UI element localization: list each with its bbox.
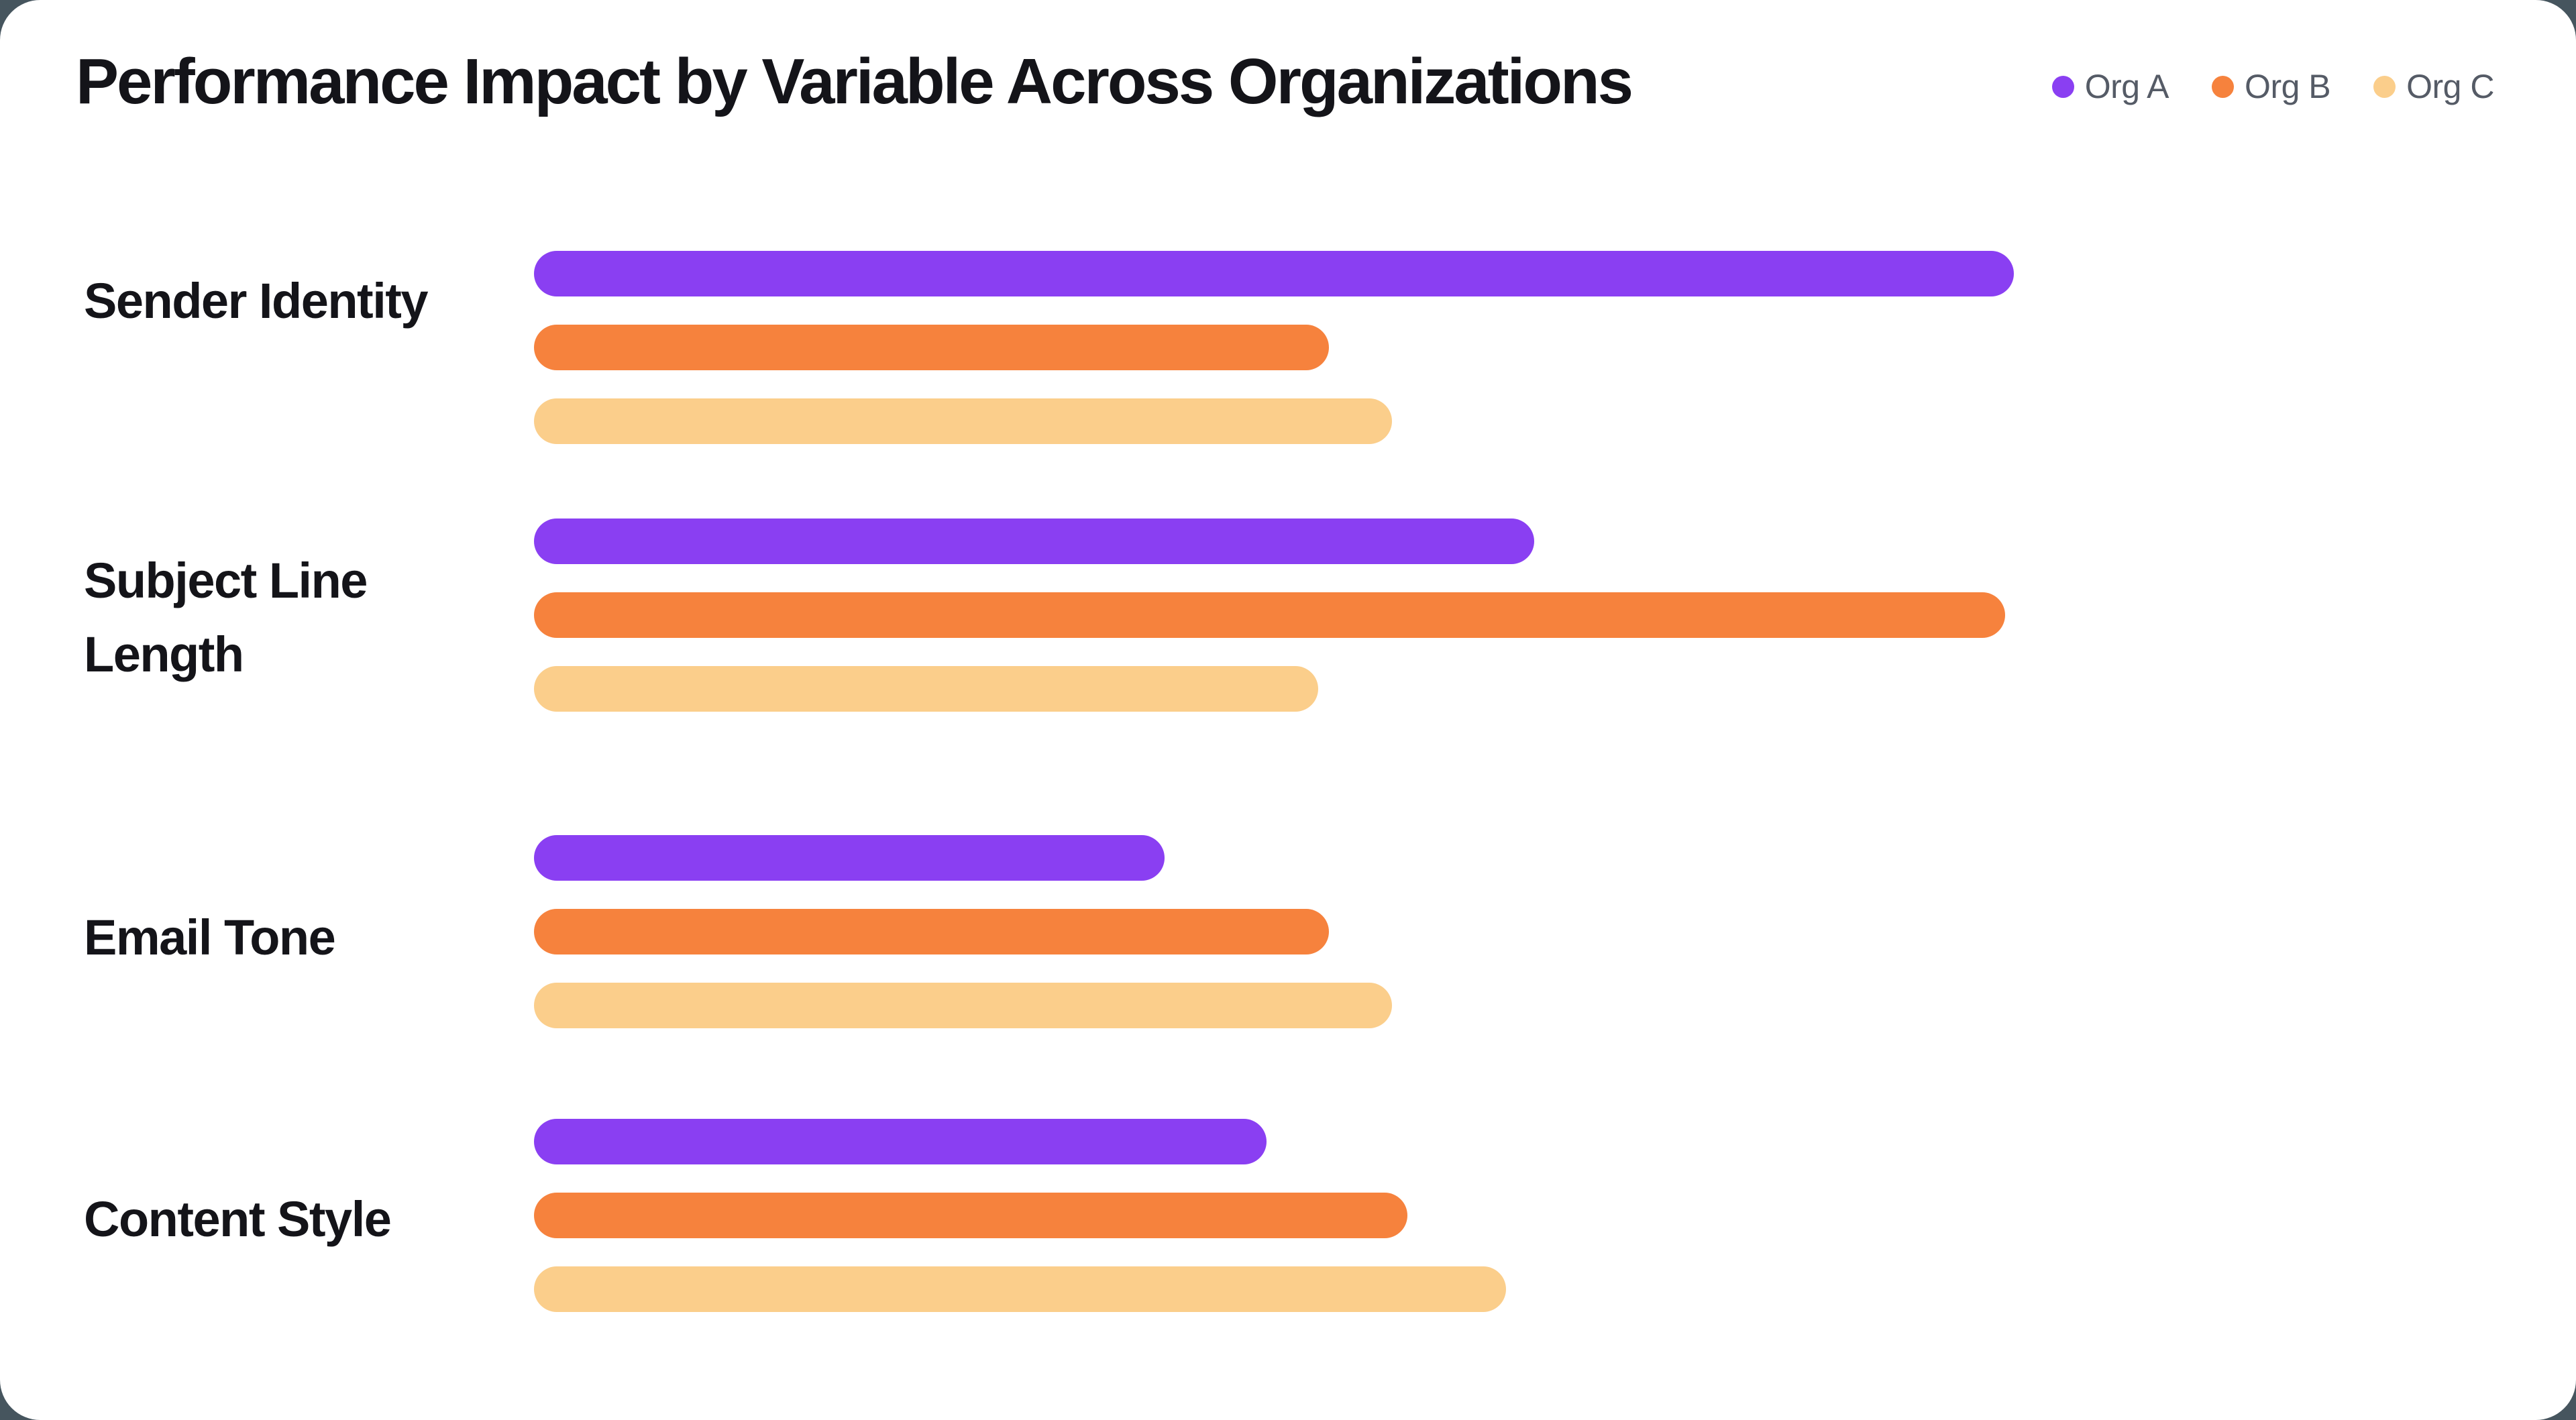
category-label-subject-line-length: Subject Line Length xyxy=(84,553,368,682)
bar-group-content-style xyxy=(534,1119,1507,1312)
category-label-sender-identity: Sender Identity xyxy=(84,273,429,329)
bar-subject-line-length-org-a xyxy=(534,518,1535,564)
legend-dot-org-a-icon xyxy=(2051,75,2074,98)
bar-content-style-org-c xyxy=(534,1266,1507,1312)
bar-group-subject-line-length xyxy=(534,518,2005,712)
bar-sender-identity-org-c xyxy=(534,398,1393,444)
legend-item-org-c[interactable]: Org C xyxy=(2373,67,2494,106)
bar-email-tone-org-a xyxy=(534,835,1165,881)
bar-group-email-tone xyxy=(534,835,1393,1028)
bar-email-tone-org-b xyxy=(534,909,1329,954)
bar-sender-identity-org-b xyxy=(534,325,1329,370)
legend-dot-org-b-icon xyxy=(2212,75,2235,98)
legend-label-org-b: Org B xyxy=(2245,68,2331,105)
chart-title: Performance Impact by Variable Across Or… xyxy=(76,46,1633,117)
category-label-content-style: Content Style xyxy=(84,1191,392,1247)
legend-dot-org-c-icon xyxy=(2373,75,2396,98)
legend-item-org-a[interactable]: Org A xyxy=(2051,67,2169,106)
legend-item-org-b[interactable]: Org B xyxy=(2212,67,2331,106)
bar-subject-line-length-org-c xyxy=(534,666,1319,712)
legend: Org A Org B Org C xyxy=(2051,67,2494,106)
bar-sender-identity-org-a xyxy=(534,251,2014,296)
bar-content-style-org-a xyxy=(534,1119,1267,1164)
bar-email-tone-org-c xyxy=(534,983,1393,1028)
bar-content-style-org-b xyxy=(534,1193,1407,1238)
legend-label-org-c: Org C xyxy=(2406,68,2494,105)
legend-label-org-a: Org A xyxy=(2084,68,2169,105)
category-label-email-tone: Email Tone xyxy=(84,910,336,965)
bar-group-sender-identity xyxy=(534,251,2014,444)
bar-subject-line-length-org-b xyxy=(534,592,2005,638)
